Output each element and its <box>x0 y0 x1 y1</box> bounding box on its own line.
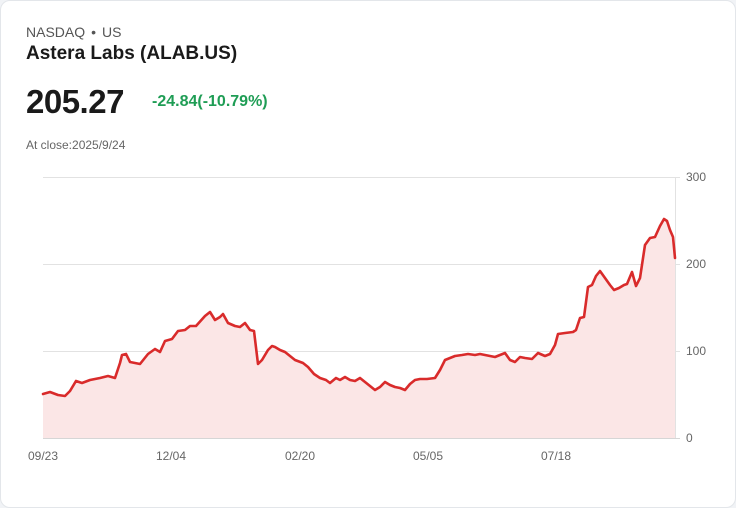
price-change: -24.84(-10.79%) <box>152 93 268 110</box>
y-tick-0: 0 <box>686 431 693 445</box>
price-area-fill <box>43 219 675 438</box>
y-tick-100: 100 <box>686 344 706 358</box>
x-tick-0923: 09/23 <box>28 449 58 463</box>
y-tick-300: 300 <box>686 170 706 184</box>
x-tick-0220: 02/20 <box>285 449 315 463</box>
price-line <box>41 217 677 398</box>
exchange-label: NASDAQ <box>26 24 86 40</box>
region-label: US <box>102 24 122 40</box>
y-tick-200: 200 <box>686 257 706 271</box>
stock-title: Astera Labs (ALAB.US) <box>26 43 238 64</box>
x-axis-labels: 09/23 12/04 02/20 05/05 07/18 <box>28 449 571 463</box>
exchange-line: NASDAQ • US <box>26 24 121 40</box>
x-tick-0718: 07/18 <box>541 449 571 463</box>
x-tick-1204: 12/04 <box>156 449 186 463</box>
separator-dot: • <box>91 24 97 40</box>
close-date: At close:2025/9/24 <box>26 138 126 152</box>
stock-price: 205.27 <box>26 83 124 120</box>
x-tick-0505: 05/05 <box>413 449 443 463</box>
y-axis-labels: 300 200 100 0 <box>686 170 706 445</box>
